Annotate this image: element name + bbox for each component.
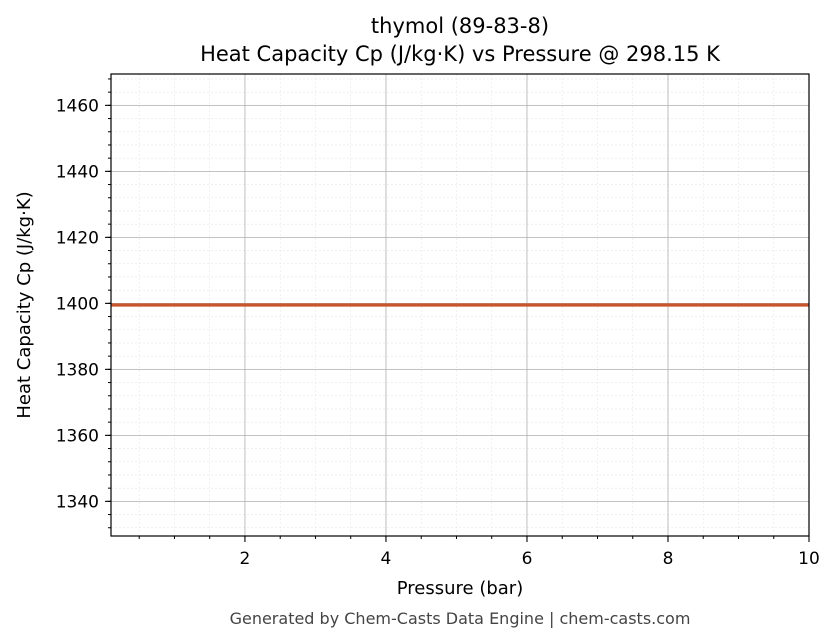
x-tick-label: 2 — [240, 549, 251, 569]
y-tick-label: 1360 — [56, 426, 99, 446]
y-axis-ticks: 1340 1360 1380 1400 1420 1440 1460 — [56, 78, 111, 529]
y-tick-label: 1400 — [56, 294, 99, 314]
major-grid — [111, 74, 810, 536]
y-tick-label: 1420 — [56, 228, 99, 248]
y-tick-label: 1380 — [56, 360, 99, 380]
y-tick-label: 1460 — [56, 96, 99, 116]
x-axis-label: Pressure (bar) — [397, 578, 523, 599]
chart-subtitle: Heat Capacity Cp (J/kg·K) vs Pressure @ … — [200, 42, 721, 66]
plot-frame — [110, 73, 810, 537]
x-axis-ticks: 2 4 6 8 10 — [138, 536, 820, 569]
chart-title: thymol (89-83-8) — [371, 14, 549, 38]
x-tick-label: 6 — [522, 549, 533, 569]
y-axis-label: Heat Capacity Cp (J/kg·K) — [14, 191, 35, 418]
y-tick-label: 1340 — [56, 492, 99, 512]
x-tick-label: 8 — [663, 549, 674, 569]
x-tick-label: 10 — [798, 549, 820, 569]
x-tick-label: 4 — [381, 549, 392, 569]
footer-credit: Generated by Chem-Casts Data Engine | ch… — [230, 609, 691, 628]
y-tick-label: 1440 — [56, 162, 99, 182]
